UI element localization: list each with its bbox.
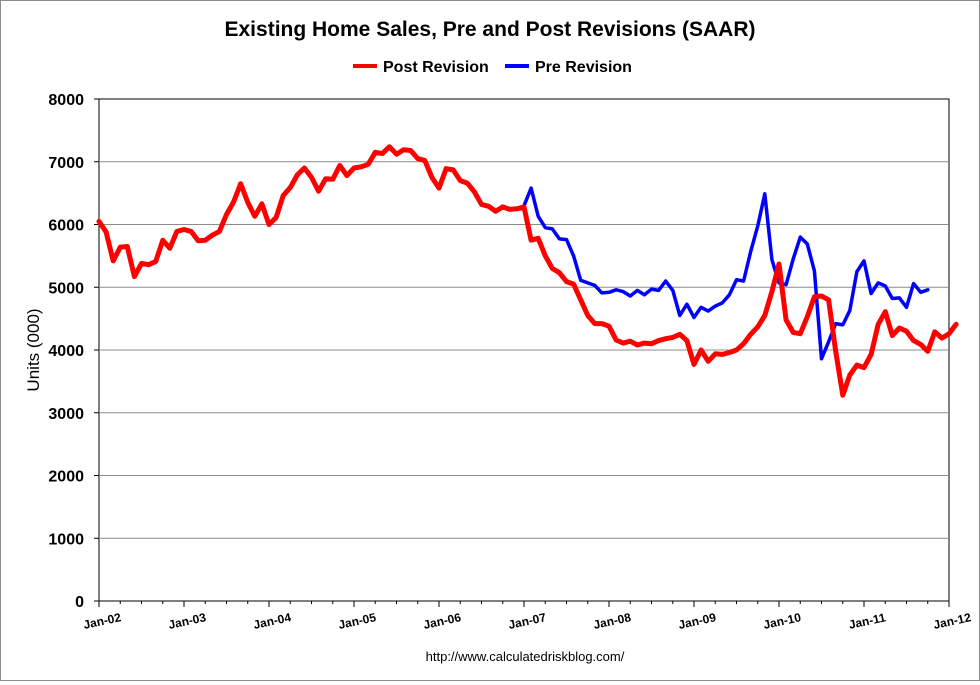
y-tick-label-4000: 4000: [48, 343, 84, 360]
x-tick-label-jan-05: Jan-05: [337, 610, 377, 632]
series-line-pre-revision: [522, 186, 930, 361]
y-axis-label: Units (000): [24, 308, 43, 391]
y-tick-label-0: 0: [75, 594, 84, 611]
x-tick-label-jan-02: Jan-02: [82, 610, 122, 632]
y-axis-ticks: 0 1000 2000 3000 4000 5000 6000 7000 8000: [48, 92, 99, 611]
x-tick-label-jan-03: Jan-03: [167, 610, 207, 632]
legend-label-post-revision: Post Revision: [383, 59, 489, 76]
series-lines: [96, 144, 959, 398]
source-url: http://www.calculatedriskblog.com/: [426, 649, 625, 664]
x-tick-label-jan-06: Jan-06: [422, 610, 462, 632]
series-line-post-revision: [96, 144, 959, 398]
x-tick-label-jan-04: Jan-04: [252, 610, 292, 632]
x-tick-label-jan-09: Jan-09: [677, 610, 717, 632]
y-tick-label-5000: 5000: [48, 280, 84, 297]
y-tick-label-1000: 1000: [48, 531, 84, 548]
x-tick-label-jan-12: Jan-12: [932, 610, 972, 632]
y-tick-label-3000: 3000: [48, 406, 84, 423]
legend-label-pre-revision: Pre Revision: [535, 59, 632, 76]
y-tick-label-2000: 2000: [48, 469, 84, 486]
y-tick-label-6000: 6000: [48, 218, 84, 235]
y-tick-label-8000: 8000: [48, 92, 84, 109]
legend: Post Revision Pre Revision: [353, 59, 632, 76]
x-axis-ticks: Jan-02 Jan-03 Jan-04 Jan-05 Jan-06 Jan-07 Jan-…: [82, 601, 973, 632]
y-tick-label-7000: 7000: [48, 155, 84, 172]
chart-title: Existing Home Sales, Pre and Post Revisi…: [225, 18, 756, 41]
gridlines: [99, 161, 949, 539]
x-tick-label-jan-07: Jan-07: [507, 610, 547, 632]
x-tick-label-jan-11: Jan-11: [847, 610, 887, 632]
x-tick-label-jan-08: Jan-08: [592, 610, 632, 632]
x-tick-label-jan-10: Jan-10: [762, 610, 802, 632]
